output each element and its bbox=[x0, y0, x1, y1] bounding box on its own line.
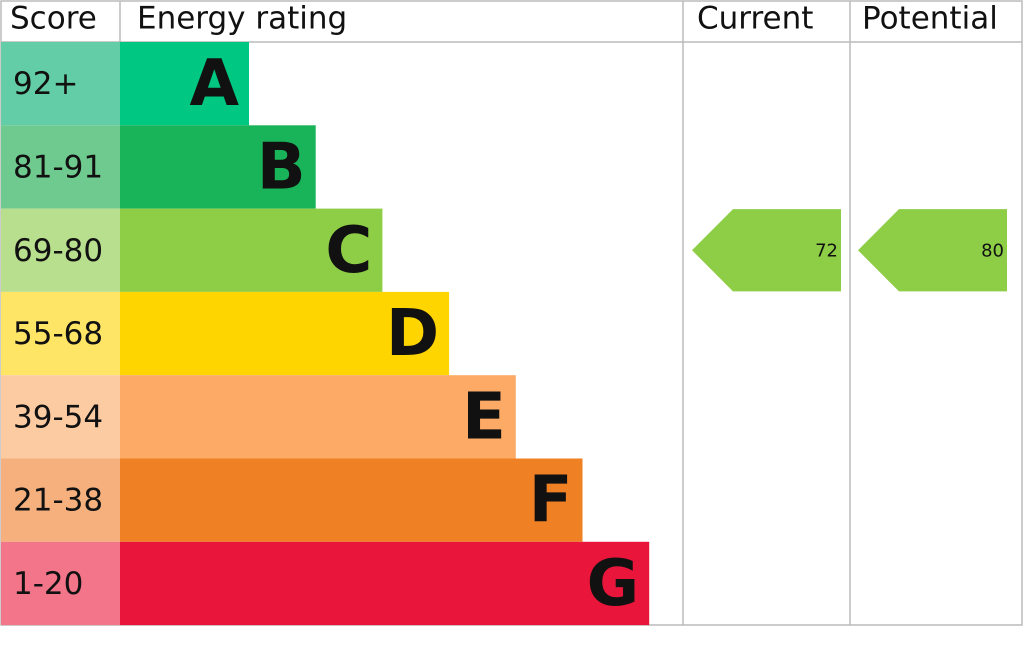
score-cell bbox=[1, 541, 120, 626]
rating-bar bbox=[120, 291, 450, 376]
score-cell bbox=[1, 375, 120, 459]
score-label: 39-54 bbox=[13, 399, 103, 435]
rating-bar bbox=[120, 541, 650, 626]
score-cell bbox=[1, 42, 120, 126]
rating-bar bbox=[120, 42, 249, 126]
rating-bar bbox=[120, 125, 316, 209]
rating-letter: F bbox=[529, 464, 573, 538]
header: Current bbox=[697, 1, 813, 37]
header: Potential bbox=[862, 1, 998, 37]
score-label: 21-38 bbox=[13, 483, 103, 519]
score-label: 69-80 bbox=[13, 233, 103, 269]
rating-letter: E bbox=[462, 380, 506, 454]
rating-letter: A bbox=[189, 47, 239, 121]
score-cell bbox=[1, 208, 120, 292]
score-cell bbox=[1, 458, 120, 542]
rating-value: 80 bbox=[981, 240, 1004, 261]
rating-arrow bbox=[858, 209, 1007, 292]
rating-bar bbox=[120, 458, 583, 542]
score-cell bbox=[1, 125, 120, 209]
header: Energy rating bbox=[137, 1, 347, 37]
header: Score bbox=[10, 1, 97, 37]
rating-bar bbox=[120, 208, 383, 292]
score-label: 55-68 bbox=[13, 316, 103, 352]
rating-letter: D bbox=[386, 297, 439, 371]
rating-letter: G bbox=[587, 547, 640, 621]
rating-value: 72 bbox=[815, 240, 838, 261]
score-label: 81-91 bbox=[13, 149, 103, 185]
rating-letter: B bbox=[257, 131, 306, 205]
score-cell bbox=[1, 291, 120, 376]
score-label: 92+ bbox=[13, 66, 78, 102]
rating-bar bbox=[120, 375, 516, 459]
rating-letter: C bbox=[325, 214, 372, 288]
rating-arrow bbox=[692, 209, 841, 292]
score-label: 1-20 bbox=[13, 566, 83, 602]
